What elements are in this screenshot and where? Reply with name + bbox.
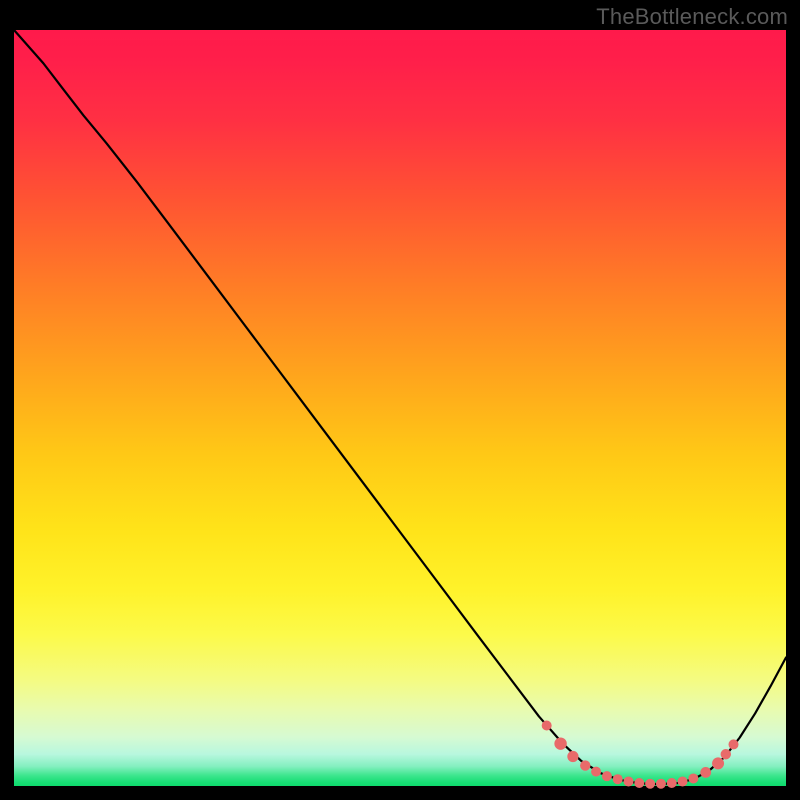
- highlight-dot: [667, 778, 677, 788]
- highlight-dot: [721, 749, 731, 759]
- highlight-dot: [580, 760, 590, 770]
- highlight-dot: [688, 773, 698, 783]
- highlight-dot: [700, 767, 711, 778]
- highlight-dot: [678, 776, 688, 786]
- highlight-dot: [624, 776, 634, 786]
- highlight-dot: [634, 778, 644, 788]
- watermark-label: TheBottleneck.com: [596, 4, 788, 30]
- highlight-dot: [554, 737, 566, 749]
- highlight-dot: [712, 757, 724, 769]
- highlight-dot: [656, 779, 666, 789]
- chart-container: TheBottleneck.com: [0, 0, 800, 800]
- highlight-dot: [567, 751, 578, 762]
- highlight-dot: [613, 774, 623, 784]
- highlight-dot: [645, 779, 655, 789]
- highlight-dot: [542, 721, 552, 731]
- highlight-dot: [602, 771, 612, 781]
- bottleneck-chart: [0, 0, 800, 800]
- plot-background: [14, 30, 786, 786]
- highlight-dot: [591, 767, 601, 777]
- highlight-dot: [729, 739, 739, 749]
